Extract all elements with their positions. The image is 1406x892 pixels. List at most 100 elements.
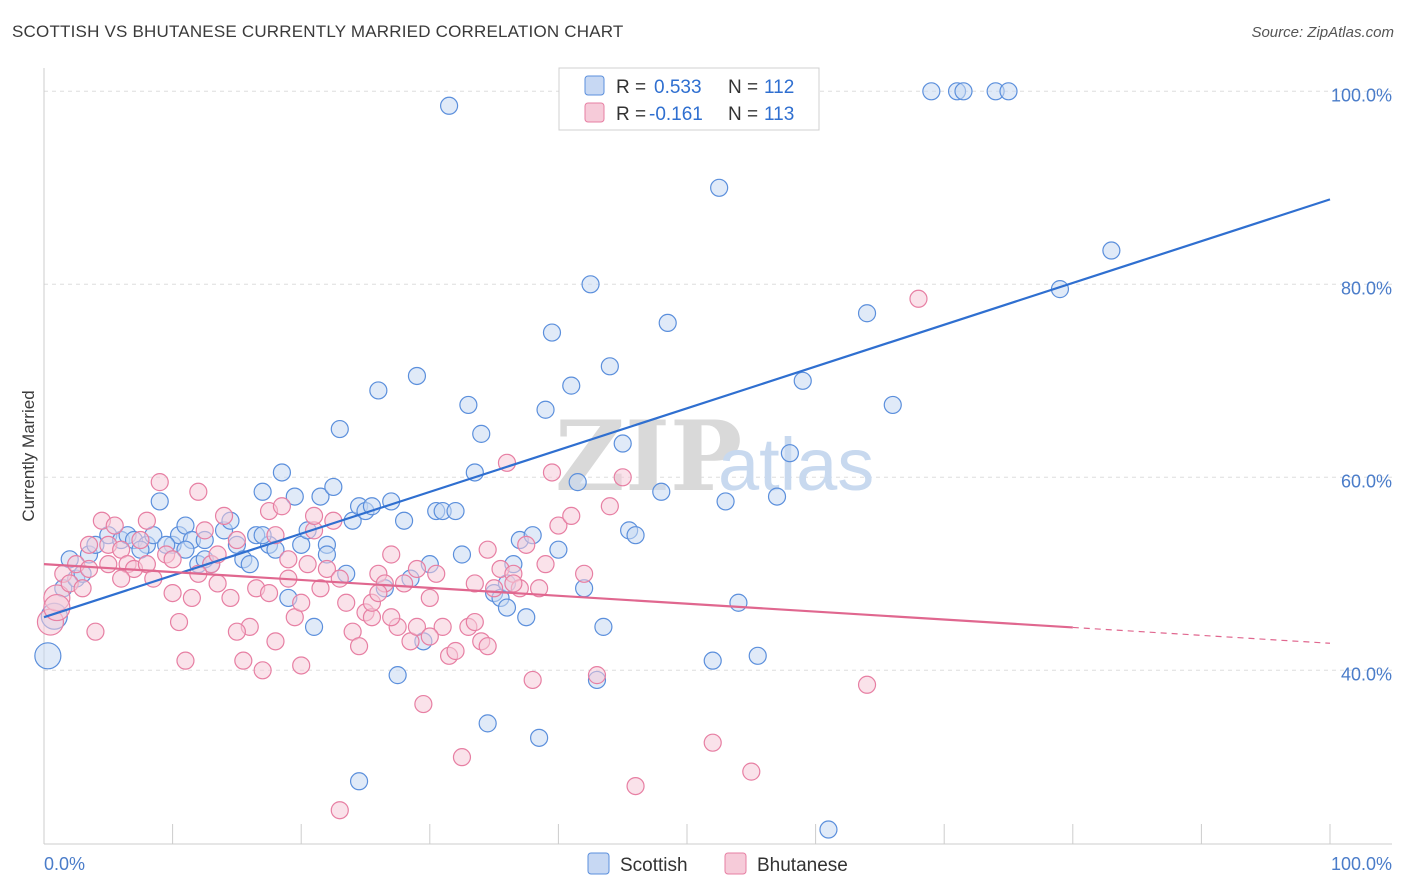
scottish-point-102 (954, 82, 973, 101)
x-tick-label-max: 100.0% (1331, 854, 1392, 874)
bhutanese-point-104 (478, 540, 497, 559)
bhutanese-trend-line (43, 563, 1073, 629)
scottish-point-80 (594, 617, 613, 636)
bhutanese-point-46 (337, 593, 356, 612)
bhutanese-point-109 (407, 559, 427, 579)
bhutanese-trend-line-extension (1072, 626, 1331, 644)
bhutanese-point-82 (587, 666, 607, 685)
legend-n-value-bhutanese: 113 (764, 104, 794, 125)
watermark-atlas: atlas (718, 423, 874, 506)
bhutanese-point-40 (298, 555, 317, 574)
bhutanese-point-111 (292, 593, 311, 612)
legend-r-label-bhutanese: R = (616, 104, 646, 125)
bhutanese-point-68 (478, 637, 497, 656)
scottish-point-91 (716, 492, 735, 511)
bhutanese-point-21 (176, 651, 195, 670)
bottom-legend-label-bhutanese: Bhutanese (757, 855, 848, 876)
scottish-point-114 (176, 540, 195, 559)
bhutanese-point-99 (279, 550, 298, 569)
legend-r-value-scottish: 0.533 (654, 77, 702, 98)
bhutanese-point-103 (465, 612, 484, 632)
bhutanese-point-110 (266, 632, 285, 651)
legend-swatch-scottish (584, 75, 605, 96)
bhutanese-point-60 (427, 564, 446, 583)
bhutanese-point-57 (407, 617, 427, 636)
bhutanese-point-33 (253, 661, 272, 680)
scottish-point-100 (922, 82, 941, 101)
bhutanese-point-63 (446, 641, 465, 661)
scottish-point-49 (388, 666, 407, 685)
bhutanese-point-23 (189, 482, 208, 501)
bhutanese-point-83 (600, 497, 619, 516)
bottom-legend-swatch-bhutanese (724, 852, 747, 875)
bhutanese-point-69 (485, 579, 504, 598)
bhutanese-point-81 (575, 564, 594, 583)
bhutanese-point-36 (272, 497, 292, 516)
scottish-trend-line (43, 198, 1331, 619)
scottish-point-59 (452, 545, 472, 564)
bhutanese-point-43 (317, 559, 337, 579)
bhutanese-point-35 (266, 526, 285, 545)
legend-r-label-scottish: R = (616, 77, 646, 98)
stats-legend: R = 0.533 N = 112 R = -0.161 N = 113 (558, 67, 820, 131)
bhutanese-point-30 (234, 651, 253, 670)
scottish-point-92 (729, 593, 748, 612)
bhutanese-point-66 (465, 574, 484, 593)
scottish-point-87 (658, 313, 677, 332)
bhutanese-point-84 (613, 468, 632, 487)
scottish-point-14 (150, 492, 169, 511)
x-tick-label-min: 0.0% (44, 854, 85, 874)
bhutanese-point-96 (79, 559, 99, 579)
bhutanese-point-78 (542, 463, 562, 482)
scottish-point-93 (748, 646, 767, 665)
bhutanese-point-91 (304, 506, 324, 526)
scottish-point-106 (1102, 241, 1121, 260)
bhutanese-point-74 (517, 535, 536, 554)
bhutanese-point-95 (112, 569, 131, 588)
scottish-point-99 (883, 395, 902, 415)
scottish-point-104 (999, 82, 1018, 101)
scottish-point-52 (407, 366, 427, 386)
bhutanese-point-90 (330, 801, 349, 820)
scottish-point-98 (857, 304, 877, 323)
bhutanese-point-55 (394, 574, 414, 593)
scottish-point-37 (311, 487, 330, 506)
scottish-point-63 (478, 714, 497, 733)
bhutanese-point-86 (703, 733, 722, 752)
y-axis-label: Currently Married (19, 390, 38, 521)
bhutanese-point-53 (382, 545, 401, 564)
scottish-point-76 (568, 473, 587, 492)
scottish-point-74 (549, 540, 568, 559)
bhutanese-point-75 (523, 670, 542, 690)
bhutanese-point-88 (857, 675, 877, 694)
scottish-point-78 (581, 275, 600, 294)
scottish-point-107 (349, 772, 369, 791)
scottish-point-60 (459, 395, 478, 415)
bhutanese-point-80 (562, 506, 581, 526)
gridlines (44, 90, 1392, 671)
bhutanese-point-112 (369, 583, 388, 603)
scottish-point-0 (34, 642, 62, 670)
scottish-point-71 (530, 728, 549, 747)
scottish-point-31 (272, 463, 292, 482)
scottish-point-73 (542, 323, 562, 342)
bhutanese-point-7 (86, 622, 105, 641)
scottish-point-58 (446, 501, 465, 521)
y-tick-labels: 40.0% 60.0% 80.0% 100.0% (1331, 85, 1392, 684)
bhutanese-point-94 (163, 583, 182, 603)
series-legend: Scottish Bhutanese (587, 852, 848, 876)
bhutanese-point-85 (626, 776, 645, 796)
bhutanese-point-5 (73, 579, 92, 598)
scottish-point-36 (304, 617, 324, 636)
bhutanese-point-48 (349, 637, 369, 656)
legend-r-value-bhutanese: -0.161 (649, 104, 703, 125)
scottish-point-89 (703, 651, 722, 670)
bhutanese-point-28 (221, 588, 240, 608)
legend-swatch-bhutanese (584, 102, 605, 123)
bhutanese-point-107 (137, 511, 156, 530)
scottish-point-97 (819, 820, 838, 839)
bhutanese-point-29 (227, 530, 246, 550)
scottish-point-50 (394, 511, 414, 530)
bhutanese-point-20 (169, 612, 189, 632)
